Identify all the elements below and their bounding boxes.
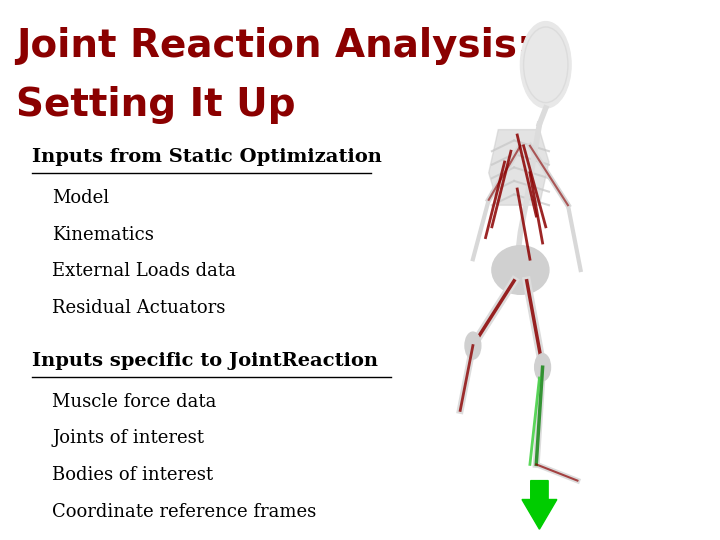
Text: Muscle force data: Muscle force data bbox=[53, 393, 217, 410]
Text: Joints of interest: Joints of interest bbox=[53, 429, 204, 447]
Text: Coordinate reference frames: Coordinate reference frames bbox=[53, 503, 317, 521]
Circle shape bbox=[535, 354, 551, 381]
Text: Model: Model bbox=[53, 189, 109, 207]
Text: Inputs specific to JointReaction: Inputs specific to JointReaction bbox=[32, 352, 378, 370]
Text: Kinematics: Kinematics bbox=[53, 226, 154, 244]
FancyArrow shape bbox=[522, 481, 557, 529]
Text: Residual Actuators: Residual Actuators bbox=[53, 299, 226, 317]
Polygon shape bbox=[489, 130, 549, 205]
Text: Setting It Up: Setting It Up bbox=[16, 86, 296, 124]
Circle shape bbox=[521, 22, 571, 108]
Ellipse shape bbox=[492, 246, 549, 294]
Text: Joint Reaction Analysis:: Joint Reaction Analysis: bbox=[16, 27, 533, 65]
Text: External Loads data: External Loads data bbox=[53, 262, 236, 280]
Text: Inputs from Static Optimization: Inputs from Static Optimization bbox=[32, 148, 382, 166]
Text: Bodies of interest: Bodies of interest bbox=[53, 466, 214, 484]
Circle shape bbox=[465, 332, 481, 359]
